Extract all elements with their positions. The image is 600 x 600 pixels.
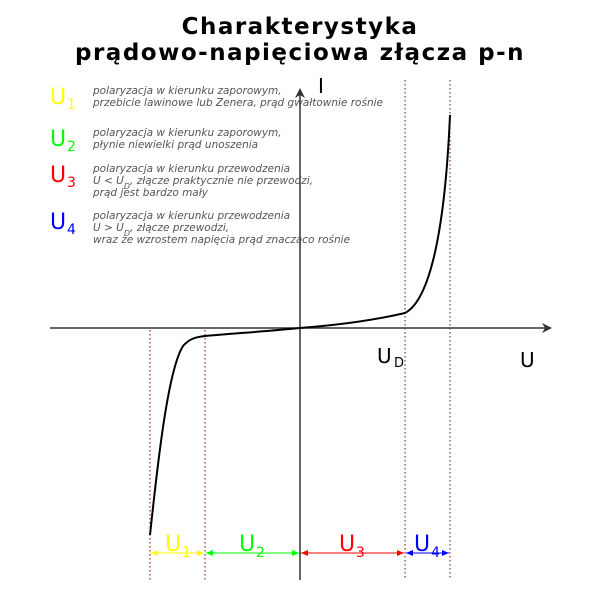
ud-label-sub: D	[394, 356, 404, 371]
legend-description-line: płynie niewielki prąd unoszenia	[92, 139, 258, 151]
x-axis-label: U	[520, 348, 535, 372]
region-subscript: 1	[182, 545, 191, 561]
legend-symbol: U	[50, 163, 66, 188]
legend-symbol: U	[50, 127, 66, 152]
legend-description-line: polaryzacja w kierunku przewodzenia	[92, 163, 290, 175]
legend-description-line: prąd jest bardzo mały	[92, 187, 209, 199]
title-line-2: prądowo-napięciowa złącza p-n	[75, 40, 525, 66]
legend-description-line: polaryzacja w kierunku zaporowym,	[92, 127, 282, 139]
legend-item-u2: U 2 polaryzacja w kierunku zaporowym,płyni…	[50, 127, 282, 155]
legend-description-line: wraz ze wzrostem napięcia prąd znacząco …	[93, 234, 350, 246]
legend-item-u1: U 1 polaryzacja w kierunku zaporowym,przeb…	[50, 85, 383, 113]
legend-subscript: 4	[67, 222, 76, 238]
legend-description-line: U > UD, złącze przewodzi,	[93, 222, 229, 238]
iv-curve	[149, 114, 451, 536]
region-symbol: U	[239, 532, 255, 557]
ud-label: U D	[377, 344, 404, 371]
legend-description-line: przebicie lawinowe lub Zenera, prąd gwał…	[92, 97, 383, 109]
legend-symbol: U	[50, 85, 66, 110]
legend-subscript: 2	[67, 139, 76, 155]
region-subscript: 4	[431, 545, 440, 561]
region-subscript: 2	[256, 545, 265, 561]
legend-subscript: 1	[67, 97, 76, 113]
ud-label-symbol: U	[377, 344, 392, 368]
region-guides	[149, 80, 451, 580]
legend-description-line: U < UD, złącze praktycznie nie przewodzi…	[93, 175, 313, 191]
legend-subscript: 3	[67, 175, 76, 191]
region-symbol: U	[414, 532, 430, 557]
title-line-1: Charakterystyka	[182, 14, 419, 40]
legend-symbol: U	[50, 210, 66, 235]
region-symbol: U	[165, 532, 181, 557]
legend-description-line: polaryzacja w kierunku zaporowym,	[92, 85, 282, 97]
legend-description-line: polaryzacja w kierunku przewodzenia	[92, 210, 290, 222]
region-symbol: U	[339, 532, 355, 557]
region-subscript: 3	[356, 545, 365, 561]
y-axis-label: I	[318, 74, 324, 98]
